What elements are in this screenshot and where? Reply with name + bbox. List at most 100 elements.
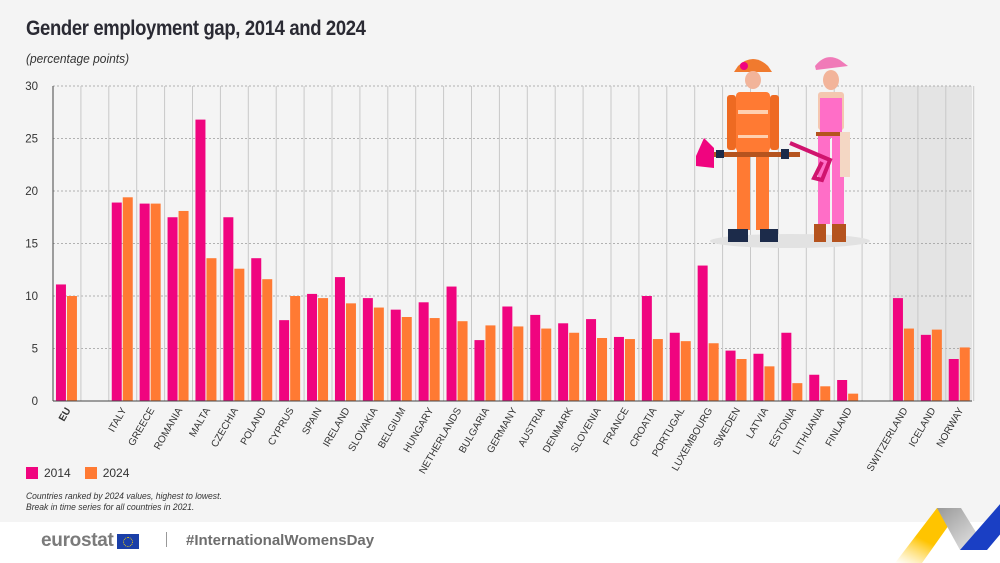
bar-2014-malta (195, 119, 206, 401)
legend-swatch-2024 (84, 467, 97, 479)
bar-2024-austria (541, 328, 552, 401)
bar-2014-france (613, 336, 624, 401)
x-tick-label: BELGIUM (376, 406, 408, 450)
bar-2014-cyprus (279, 320, 290, 401)
bar-2024-spain (318, 298, 329, 401)
ribbon-decoration (895, 504, 1000, 563)
bar-2024-france (624, 339, 635, 401)
bar-2014-slovenia (586, 319, 597, 401)
bar-2024-bulgaria (485, 325, 496, 401)
x-tick-label: MALTA (188, 406, 214, 439)
bar-2014-belgium (390, 309, 401, 401)
x-tick-label: ITALY (107, 406, 130, 435)
x-tick-label: FRANCE (601, 406, 631, 447)
bar-2014-sweden (725, 350, 736, 401)
x-tick-label: SWEDEN (712, 406, 743, 450)
bar-2014-germany (502, 306, 513, 401)
bar-2014-austria (530, 314, 541, 401)
bar-2024-czechia (234, 268, 245, 401)
x-tick-label: ICELAND (907, 406, 938, 449)
bar-2024-portugal (680, 341, 691, 401)
axe-icon (696, 138, 714, 168)
y-tick-label: 30 (25, 81, 38, 93)
eurostat-wordmark: eurostat (41, 530, 114, 551)
legend: 2014 2024 (26, 466, 143, 480)
x-tick-label: FINLAND (824, 406, 855, 449)
bar-2024-slovenia (597, 338, 608, 401)
bar-2024-belgium (401, 317, 412, 401)
bar-2014-portugal (669, 332, 680, 401)
bar-2024-finland (848, 393, 859, 401)
legend-label-2014: 2014 (44, 466, 71, 480)
eurostat-logo: eurostat (41, 530, 139, 552)
bar-2024-eu (66, 296, 77, 401)
bar-2014-poland (251, 258, 262, 401)
bar-2024-slovakia (373, 307, 384, 401)
y-tick-label: 20 (25, 186, 38, 198)
x-tick-label: ESTONIA (768, 406, 800, 450)
chart-notes: Countries ranked by 2024 values, highest… (26, 491, 222, 513)
bar-2024-poland (262, 279, 273, 401)
bar-2024-latvia (764, 366, 775, 401)
bar-2014-slovakia (362, 298, 373, 401)
chart-subtitle: (percentage points) (26, 51, 130, 66)
legend-item-2024: 2024 (84, 466, 130, 480)
bar-2024-luxembourg (708, 343, 719, 401)
bar-2014-finland (837, 380, 848, 401)
bar-2014-greece (139, 203, 150, 401)
eu-flag-icon (116, 533, 139, 549)
bar-2024-greece (150, 203, 161, 401)
chart-title: Gender employment gap, 2014 and 2024 (26, 17, 366, 40)
bar-2014-netherlands (446, 286, 457, 401)
y-tick-label: 0 (32, 396, 38, 408)
bar-2024-malta (206, 258, 217, 401)
illustration-shadow (710, 234, 870, 248)
legend-item-2014: 2014 (26, 466, 71, 480)
worker-figure (789, 57, 850, 242)
footer-hashtag: #InternationalWomensDay (186, 532, 375, 549)
wrench-icon (789, 141, 833, 183)
y-tick-label: 5 (32, 344, 38, 356)
bar-2014-switzerland (892, 298, 903, 401)
bar-2014-czechia (223, 217, 234, 401)
legend-label-2024: 2024 (102, 466, 130, 480)
bar-2014-denmark (558, 323, 569, 401)
bar-2024-germany (513, 326, 524, 401)
x-tick-label: CROATIA (628, 406, 660, 450)
bar-2014-luxembourg (697, 265, 708, 401)
x-tick-label: IRELAND (321, 406, 352, 449)
bar-2014-ireland (334, 277, 345, 401)
y-tick-label: 25 (25, 134, 38, 146)
x-tick-label: CYPRUS (266, 406, 297, 448)
bar-2024-switzerland (903, 328, 914, 401)
bar-2014-latvia (753, 353, 764, 401)
bar-2014-hungary (418, 302, 429, 401)
workers-illustration (696, 57, 870, 248)
bar-2024-croatia (652, 339, 663, 401)
bar-2014-bulgaria (474, 340, 485, 401)
bar-2024-estonia (792, 383, 803, 401)
bar-2024-iceland (931, 329, 942, 401)
bar-2014-iceland (920, 334, 931, 401)
x-tick-label: SPAIN (300, 406, 324, 437)
x-tick-label: POLAND (239, 406, 269, 447)
bar-2024-cyprus (290, 296, 301, 401)
bar-2024-norway (959, 347, 970, 401)
bar-2014-spain (307, 293, 318, 401)
x-tick-label: LATVIA (745, 406, 772, 441)
bar-2024-lithuania (820, 386, 831, 401)
bar-2024-romania (178, 210, 189, 401)
bar-2014-eu (55, 284, 66, 401)
y-tick-label: 10 (25, 291, 38, 303)
x-tick-label: EU (57, 406, 73, 424)
bar-2024-sweden (736, 359, 747, 401)
bar-2014-romania (167, 217, 178, 401)
legend-swatch-2014 (26, 467, 38, 479)
x-tick-label: GREECE (127, 406, 158, 448)
note-ranking: Countries ranked by 2024 values, highest… (26, 491, 222, 502)
bar-2014-lithuania (809, 374, 820, 401)
bar-2014-croatia (641, 296, 652, 401)
bar-2024-hungary (429, 318, 440, 401)
x-tick-label: ROMANIA (152, 406, 185, 452)
